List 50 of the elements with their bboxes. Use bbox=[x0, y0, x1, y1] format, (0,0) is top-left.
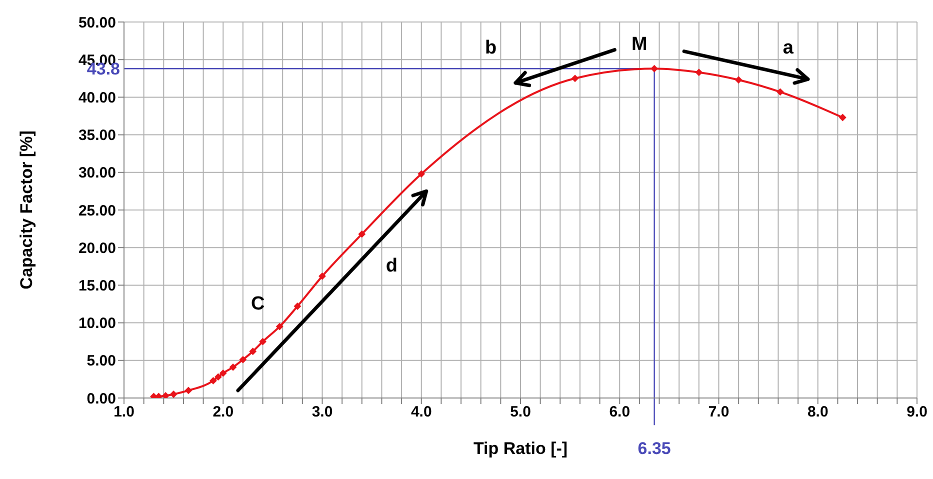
annotation: d bbox=[386, 256, 398, 277]
y-tick-label: 25.00 bbox=[78, 202, 116, 220]
x-tick-label: 5.0 bbox=[510, 404, 531, 421]
point bbox=[318, 272, 326, 280]
annotation: b bbox=[484, 38, 497, 59]
x-tick-label: 4.0 bbox=[410, 404, 432, 421]
y-tick-label: 5.00 bbox=[86, 352, 116, 370]
y-axis-title: Capacity Factor [%] bbox=[17, 130, 36, 290]
point bbox=[162, 392, 170, 398]
point bbox=[735, 76, 742, 84]
x-tick-label: 3.0 bbox=[312, 404, 333, 421]
point bbox=[249, 348, 256, 355]
point bbox=[650, 65, 658, 72]
point bbox=[155, 392, 162, 398]
y-tick-label: 20.00 bbox=[78, 240, 116, 257]
annotation: a bbox=[782, 38, 794, 59]
y-tick-label: 35.00 bbox=[78, 127, 116, 144]
x-axis-title: Tip Ratio [-] bbox=[473, 439, 568, 458]
point bbox=[358, 230, 366, 238]
point bbox=[210, 377, 217, 384]
annotation: C bbox=[250, 293, 265, 314]
x-tick-label: 9.0 bbox=[906, 404, 928, 421]
point bbox=[695, 68, 702, 76]
y-tick-label: 40.00 bbox=[78, 90, 116, 107]
x-tick-label: 2.0 bbox=[212, 404, 234, 421]
y-tick-label: 0.00 bbox=[86, 390, 116, 408]
point bbox=[170, 390, 178, 398]
point bbox=[276, 323, 284, 330]
point bbox=[220, 370, 227, 377]
point bbox=[259, 338, 266, 346]
x-tick-label: 1.0 bbox=[114, 404, 134, 421]
point bbox=[230, 364, 237, 371]
point bbox=[776, 88, 784, 96]
point bbox=[184, 386, 192, 394]
y-tick-label: 50.00 bbox=[78, 14, 116, 32]
y-tick-label: 30.00 bbox=[78, 164, 116, 182]
point bbox=[839, 114, 846, 122]
point bbox=[418, 170, 425, 178]
point bbox=[294, 302, 301, 310]
x-tick-label: 8.0 bbox=[807, 404, 828, 421]
point bbox=[214, 373, 222, 380]
x-tick-label: 6.0 bbox=[609, 404, 630, 421]
y-tick-label: 15.00 bbox=[78, 278, 116, 295]
point bbox=[150, 392, 158, 398]
x-tick-label: 7.0 bbox=[708, 404, 730, 421]
point bbox=[572, 74, 579, 82]
point bbox=[239, 356, 246, 364]
y-tick-label: 10.00 bbox=[78, 315, 116, 332]
ref-line-label: 6.35 bbox=[638, 439, 671, 458]
annotation: M bbox=[632, 34, 648, 55]
